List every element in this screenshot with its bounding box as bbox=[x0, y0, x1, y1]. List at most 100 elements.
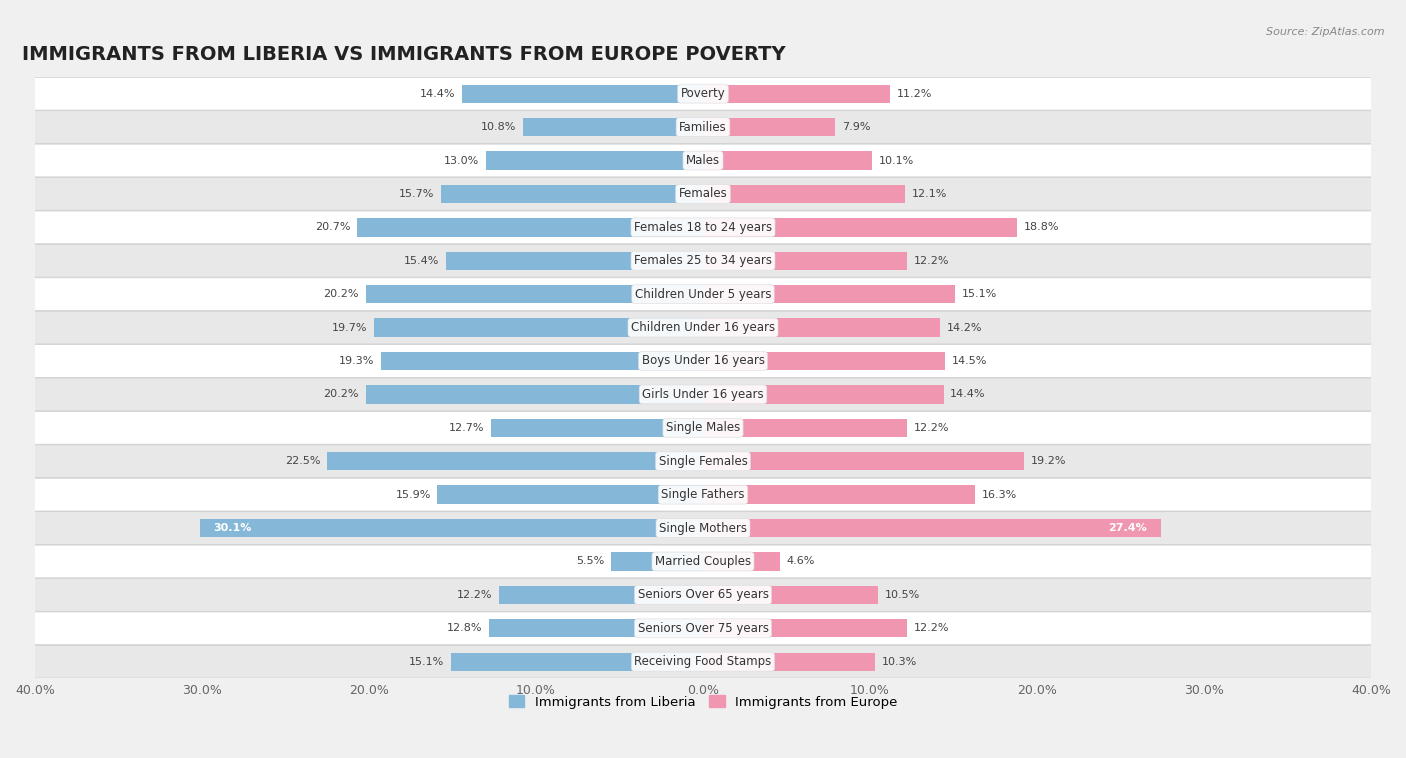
Text: 12.2%: 12.2% bbox=[914, 623, 949, 633]
Text: 30.1%: 30.1% bbox=[214, 523, 252, 533]
Text: Families: Families bbox=[679, 121, 727, 133]
Text: Boys Under 16 years: Boys Under 16 years bbox=[641, 355, 765, 368]
Bar bbox=[486, 152, 703, 170]
Text: 16.3%: 16.3% bbox=[981, 490, 1017, 500]
Bar bbox=[703, 553, 780, 571]
Text: 19.2%: 19.2% bbox=[1031, 456, 1066, 466]
FancyBboxPatch shape bbox=[0, 612, 1406, 644]
FancyBboxPatch shape bbox=[0, 512, 1406, 544]
FancyBboxPatch shape bbox=[0, 312, 1406, 344]
Bar bbox=[446, 252, 703, 270]
Text: Poverty: Poverty bbox=[681, 87, 725, 100]
Text: 14.5%: 14.5% bbox=[952, 356, 987, 366]
Text: 12.2%: 12.2% bbox=[914, 255, 949, 266]
Text: Females 18 to 24 years: Females 18 to 24 years bbox=[634, 221, 772, 234]
FancyBboxPatch shape bbox=[0, 211, 1406, 244]
Bar bbox=[357, 218, 703, 236]
Bar bbox=[703, 84, 890, 103]
Bar bbox=[499, 586, 703, 604]
Bar bbox=[703, 218, 1017, 236]
Bar bbox=[451, 653, 703, 671]
Text: 4.6%: 4.6% bbox=[786, 556, 815, 566]
FancyBboxPatch shape bbox=[0, 177, 1406, 210]
Text: Single Females: Single Females bbox=[658, 455, 748, 468]
FancyBboxPatch shape bbox=[0, 578, 1406, 611]
Bar bbox=[703, 385, 943, 403]
Bar bbox=[703, 586, 879, 604]
Bar bbox=[703, 653, 875, 671]
Text: Seniors Over 75 years: Seniors Over 75 years bbox=[637, 622, 769, 634]
FancyBboxPatch shape bbox=[0, 545, 1406, 578]
FancyBboxPatch shape bbox=[0, 378, 1406, 411]
Text: 12.2%: 12.2% bbox=[914, 423, 949, 433]
Text: Source: ZipAtlas.com: Source: ZipAtlas.com bbox=[1267, 27, 1385, 36]
Text: 7.9%: 7.9% bbox=[842, 122, 870, 132]
Bar bbox=[703, 185, 905, 203]
Text: IMMIGRANTS FROM LIBERIA VS IMMIGRANTS FROM EUROPE POVERTY: IMMIGRANTS FROM LIBERIA VS IMMIGRANTS FR… bbox=[21, 45, 785, 64]
Text: Girls Under 16 years: Girls Under 16 years bbox=[643, 388, 763, 401]
Legend: Immigrants from Liberia, Immigrants from Europe: Immigrants from Liberia, Immigrants from… bbox=[503, 690, 903, 714]
Text: 10.5%: 10.5% bbox=[884, 590, 921, 600]
Bar bbox=[703, 519, 1160, 537]
Text: 10.8%: 10.8% bbox=[481, 122, 516, 132]
Text: Females 25 to 34 years: Females 25 to 34 years bbox=[634, 254, 772, 268]
Text: 10.1%: 10.1% bbox=[879, 155, 914, 165]
Text: 15.4%: 15.4% bbox=[404, 255, 439, 266]
Text: 15.1%: 15.1% bbox=[409, 656, 444, 667]
Bar bbox=[703, 152, 872, 170]
Text: 5.5%: 5.5% bbox=[576, 556, 605, 566]
Bar bbox=[703, 285, 955, 303]
Text: 14.4%: 14.4% bbox=[420, 89, 456, 99]
Text: 15.7%: 15.7% bbox=[399, 189, 434, 199]
Text: Single Mothers: Single Mothers bbox=[659, 522, 747, 534]
FancyBboxPatch shape bbox=[0, 445, 1406, 478]
FancyBboxPatch shape bbox=[0, 144, 1406, 177]
Text: 10.3%: 10.3% bbox=[882, 656, 917, 667]
Bar bbox=[381, 352, 703, 370]
FancyBboxPatch shape bbox=[0, 111, 1406, 143]
Bar bbox=[703, 418, 907, 437]
Bar bbox=[703, 318, 941, 337]
Text: 12.1%: 12.1% bbox=[911, 189, 948, 199]
Text: 15.9%: 15.9% bbox=[395, 490, 430, 500]
Text: 19.3%: 19.3% bbox=[339, 356, 374, 366]
Text: Males: Males bbox=[686, 154, 720, 167]
Text: 13.0%: 13.0% bbox=[444, 155, 479, 165]
Bar bbox=[703, 485, 976, 504]
Text: 15.1%: 15.1% bbox=[962, 289, 997, 299]
Bar bbox=[374, 318, 703, 337]
Bar bbox=[366, 385, 703, 403]
Text: 11.2%: 11.2% bbox=[897, 89, 932, 99]
Text: 14.2%: 14.2% bbox=[946, 323, 983, 333]
Bar bbox=[328, 452, 703, 471]
FancyBboxPatch shape bbox=[0, 345, 1406, 377]
Bar bbox=[441, 185, 703, 203]
Text: 20.2%: 20.2% bbox=[323, 390, 359, 399]
Text: 18.8%: 18.8% bbox=[1024, 222, 1059, 233]
Text: Females: Females bbox=[679, 187, 727, 200]
Bar bbox=[200, 519, 703, 537]
Bar bbox=[366, 285, 703, 303]
Bar bbox=[703, 252, 907, 270]
Text: 27.4%: 27.4% bbox=[1108, 523, 1147, 533]
Text: Single Males: Single Males bbox=[666, 421, 740, 434]
Bar bbox=[523, 118, 703, 136]
Text: Seniors Over 65 years: Seniors Over 65 years bbox=[637, 588, 769, 601]
Bar bbox=[437, 485, 703, 504]
FancyBboxPatch shape bbox=[0, 244, 1406, 277]
Text: 12.2%: 12.2% bbox=[457, 590, 492, 600]
Text: 14.4%: 14.4% bbox=[950, 390, 986, 399]
Text: 12.7%: 12.7% bbox=[449, 423, 484, 433]
FancyBboxPatch shape bbox=[0, 277, 1406, 311]
Text: Children Under 5 years: Children Under 5 years bbox=[634, 288, 772, 301]
Text: 20.2%: 20.2% bbox=[323, 289, 359, 299]
Bar bbox=[491, 418, 703, 437]
Bar bbox=[703, 352, 945, 370]
Text: 12.8%: 12.8% bbox=[447, 623, 482, 633]
Text: Married Couples: Married Couples bbox=[655, 555, 751, 568]
Bar bbox=[703, 452, 1024, 471]
Bar bbox=[703, 118, 835, 136]
Text: Single Fathers: Single Fathers bbox=[661, 488, 745, 501]
Text: 20.7%: 20.7% bbox=[315, 222, 350, 233]
Bar bbox=[463, 84, 703, 103]
